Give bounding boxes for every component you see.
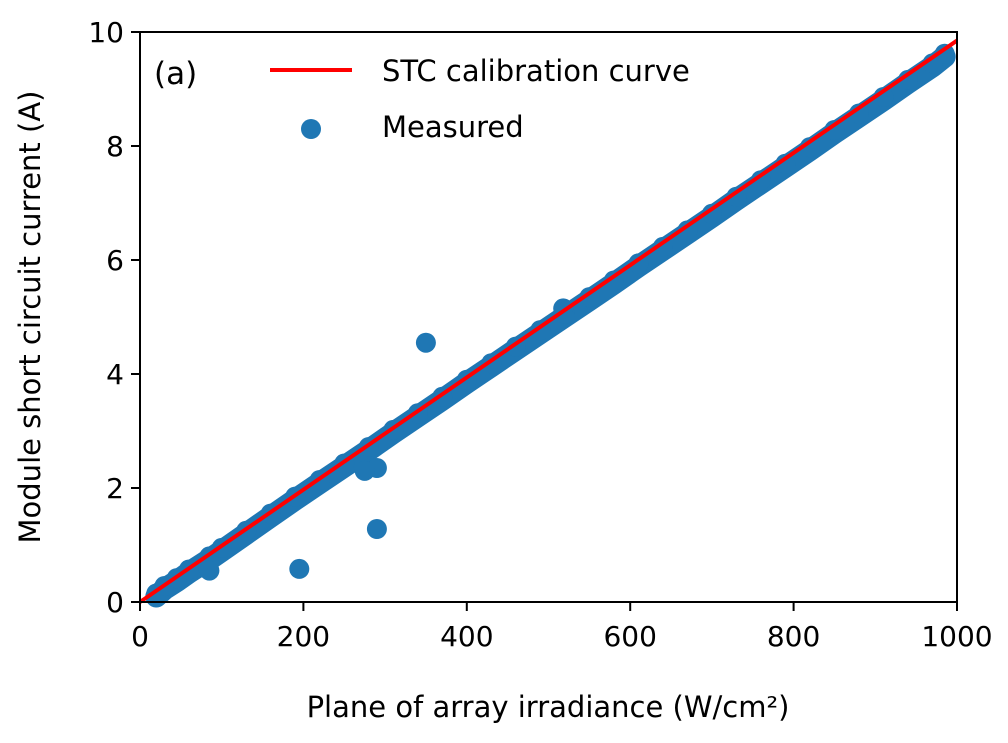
data-point	[415, 332, 436, 353]
y-axis-title: Module short circuit current (A)	[13, 91, 47, 544]
data-point	[775, 153, 796, 174]
data-point	[849, 103, 869, 124]
data-point	[289, 558, 310, 579]
data-point	[354, 460, 375, 481]
data-point	[701, 203, 722, 224]
data-point	[750, 170, 771, 191]
y-tick-label: 0	[106, 586, 124, 619]
data-point	[652, 236, 673, 257]
legend-swatch-measured	[301, 119, 321, 139]
x-axis-title: Plane of array irradiance (W/cm²)	[307, 690, 790, 724]
y-tick-label: 2	[106, 472, 124, 505]
y-tick-label: 6	[106, 244, 124, 277]
legend: STC calibration curve Measured	[270, 54, 690, 144]
y-tick-label: 8	[106, 130, 124, 163]
x-tick-label: 0	[131, 620, 149, 653]
y-tick-label: 10	[88, 16, 124, 49]
x-tick-label: 1000	[921, 620, 992, 653]
calibration-series	[138, 38, 959, 604]
data-point	[898, 69, 918, 90]
x-tick-label: 800	[767, 620, 820, 653]
x-tick-label: 200	[277, 620, 330, 653]
data-point	[824, 120, 845, 140]
plot-frame	[139, 31, 958, 603]
data-point	[934, 43, 955, 64]
data-point	[199, 560, 220, 581]
x-axis: 0 200 400 600 800 1000	[131, 602, 993, 653]
x-tick-label: 400	[440, 620, 493, 653]
panel-label: (a)	[154, 56, 197, 92]
data-point	[366, 519, 387, 539]
calibration-line	[138, 38, 959, 604]
data-point	[603, 270, 624, 291]
legend-label-measured: Measured	[382, 110, 524, 144]
data-point	[677, 220, 698, 241]
data-point	[873, 87, 894, 107]
y-axis: 0 2 4 6 8 10	[88, 16, 140, 619]
data-point	[726, 186, 747, 207]
y-tick-label: 4	[106, 358, 124, 391]
data-point	[799, 137, 820, 158]
legend-label-calibration: STC calibration curve	[382, 54, 690, 88]
x-tick-label: 600	[603, 620, 656, 653]
